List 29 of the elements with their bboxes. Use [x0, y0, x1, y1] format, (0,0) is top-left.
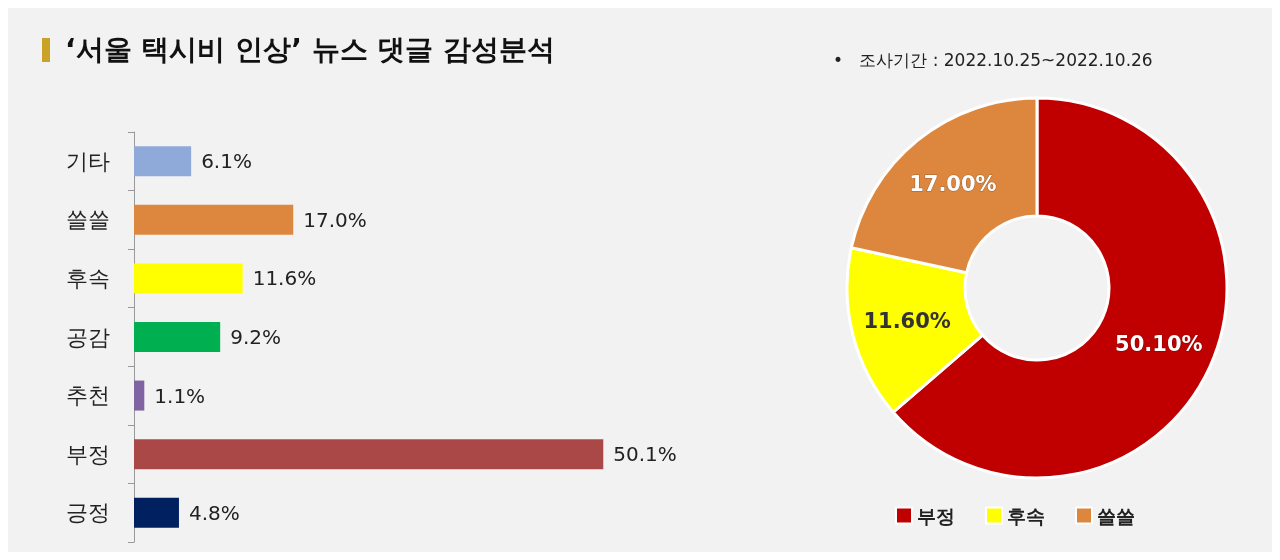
- data-label: 50.1%: [613, 442, 677, 467]
- bar: [134, 439, 604, 470]
- y-tick-label: 긍정: [66, 500, 110, 526]
- bar: [134, 322, 221, 352]
- data-label: 50.10%: [1115, 331, 1203, 356]
- bar: [134, 497, 179, 528]
- legend-label: 쓸쓸: [1097, 504, 1135, 527]
- data-label: 17.00%: [909, 171, 997, 196]
- chart-subtitle: • 조사기간 : 2022.10.25~2022.10.26: [833, 49, 1153, 70]
- legend-label: 부정: [917, 504, 955, 527]
- data-label: 9.2%: [230, 325, 281, 349]
- y-tick-label: 추천: [66, 383, 110, 409]
- y-tick-label: 부정: [66, 441, 110, 467]
- data-label: 17.0%: [303, 207, 367, 232]
- y-tick-label: 쓸쓸: [66, 207, 110, 233]
- data-label: 11.60%: [863, 309, 951, 334]
- data-label: 4.8%: [188, 500, 240, 525]
- y-tick-label: 기타: [66, 148, 110, 174]
- bar: [134, 263, 243, 294]
- data-label: 6.1%: [201, 149, 252, 174]
- y-tick-label: 후속: [66, 265, 110, 291]
- legend-label: 후속: [1007, 504, 1045, 527]
- bar: [134, 204, 294, 235]
- y-tick-label: 공감: [66, 324, 110, 350]
- bar: [134, 146, 192, 177]
- data-label: 1.1%: [154, 383, 206, 408]
- chart-title: ‘서울 택시비 인상’ 뉴스 댓글 감성분석: [65, 32, 556, 66]
- bar: [134, 380, 145, 411]
- data-label: 11.6%: [252, 266, 317, 291]
